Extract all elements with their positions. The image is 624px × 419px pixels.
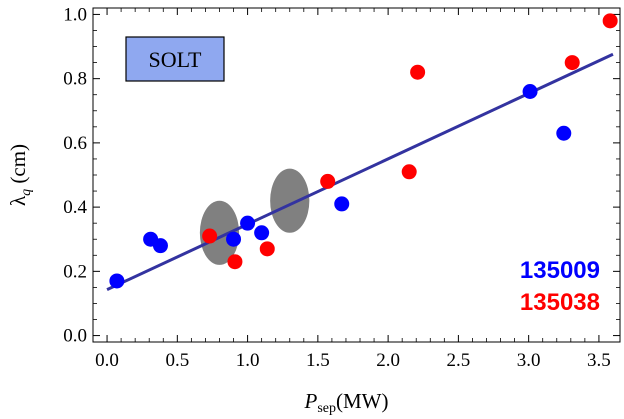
y-tick-label: 1.0 [63, 4, 87, 25]
data-point-135009 [522, 84, 538, 99]
data-point-135009 [240, 215, 256, 231]
y-tick-label: 0.4 [63, 197, 87, 218]
x-axis-title: Psep(MW) [304, 389, 389, 416]
y-tick-label: 0.8 [63, 69, 87, 90]
data-point-135038 [202, 228, 218, 244]
y-axis-title: λq (cm) [6, 144, 34, 206]
x-tick-label: 0.5 [165, 350, 189, 371]
data-point-135038 [259, 241, 275, 257]
y-tick-label: 0.0 [63, 326, 87, 347]
x-tick-label: 3.0 [517, 350, 541, 371]
x-tick-label: 1.5 [306, 350, 330, 371]
uncertainty-ellipse [199, 200, 240, 265]
data-point-135038 [564, 55, 580, 71]
legend-label-135038: 135038 [520, 289, 600, 316]
annotation-box-label: SOLT [149, 47, 203, 72]
annotation-box [125, 36, 225, 82]
legend-label-135009: 135009 [520, 257, 600, 284]
data-point-135009 [556, 125, 572, 141]
data-point-135038 [401, 164, 417, 180]
uncertainty-ellipse [270, 168, 310, 233]
data-point-135009 [109, 273, 125, 289]
y-tick-label: 0.6 [63, 133, 87, 154]
data-point-135038 [602, 13, 618, 29]
x-tick-label: 3.5 [587, 350, 611, 371]
x-tick-label: 2.0 [376, 350, 400, 371]
data-point-135038 [227, 254, 243, 270]
data-point-135009 [334, 196, 350, 212]
x-tick-label: 1.0 [236, 350, 260, 371]
data-point-135038 [410, 64, 426, 80]
data-point-135038 [320, 173, 336, 189]
data-point-135009 [226, 231, 242, 247]
data-point-135009 [152, 238, 168, 254]
data-point-135009 [254, 225, 270, 241]
x-tick-label: 2.5 [447, 350, 471, 371]
x-tick-label: 0.0 [95, 350, 119, 371]
y-tick-label: 0.2 [63, 261, 87, 282]
